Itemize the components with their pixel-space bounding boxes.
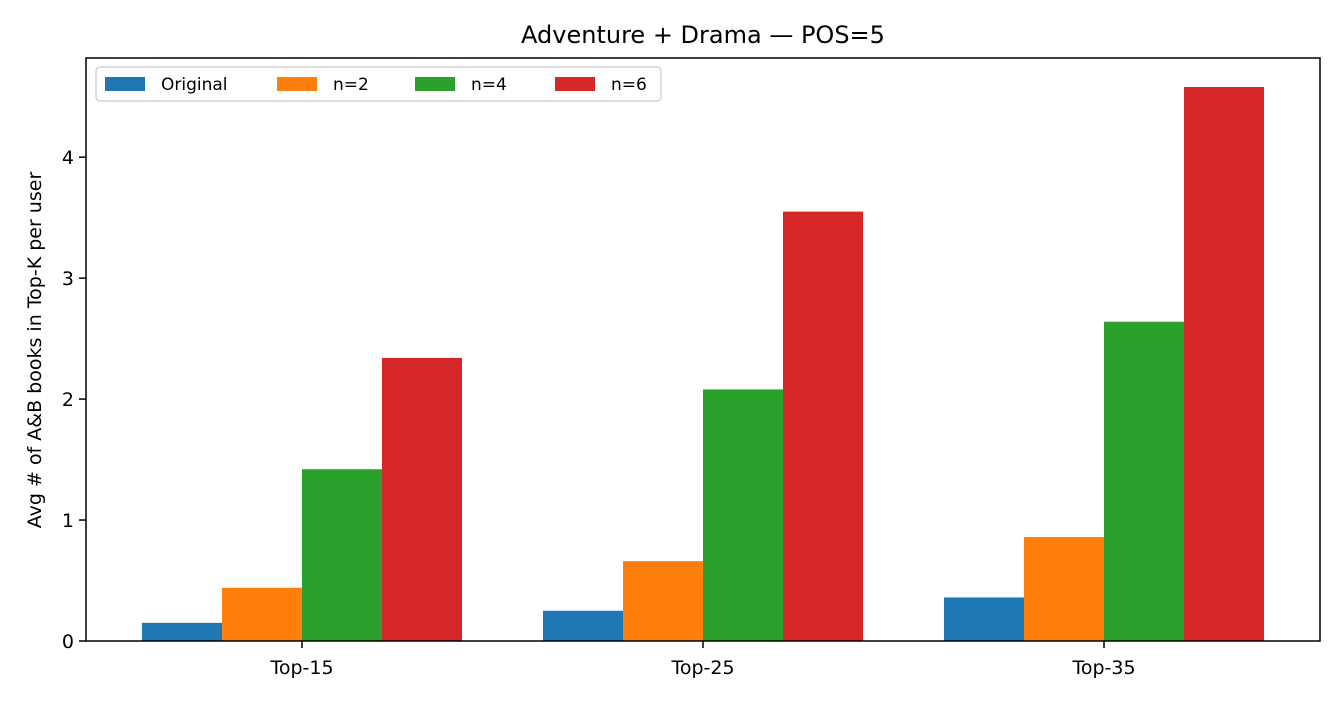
legend-label: Original xyxy=(161,75,228,95)
bar-n2-top-25 xyxy=(623,561,703,641)
bar-n6-top-35 xyxy=(1184,87,1264,641)
y-tick-label: 2 xyxy=(62,389,74,411)
legend-label: n=6 xyxy=(611,75,647,95)
y-axis-label: Avg # of A&B books in Top-K per user xyxy=(24,172,46,529)
y-tick-label: 0 xyxy=(62,631,74,653)
legend-swatch-n2 xyxy=(277,77,317,91)
y-axis: 0 1 2 3 4 xyxy=(62,147,86,653)
x-axis: Top-15 Top-25 Top-35 xyxy=(269,641,1136,679)
legend-box xyxy=(95,66,662,102)
y-tick-label: 1 xyxy=(62,510,74,532)
bar-n6-top-15 xyxy=(382,357,462,641)
bar-n4-top-15 xyxy=(302,469,382,641)
bar-original-top-15 xyxy=(142,622,222,641)
bars-layer xyxy=(142,87,1264,641)
y-tick-label: 4 xyxy=(62,147,74,169)
chart-title: Adventure + Drama — POS=5 xyxy=(521,21,885,49)
y-tick-label: 3 xyxy=(62,268,74,290)
bar-original-top-25 xyxy=(543,610,623,641)
bar-n4-top-25 xyxy=(703,389,783,641)
legend-swatch-original xyxy=(105,77,145,91)
bar-original-top-35 xyxy=(944,597,1024,641)
legend-label: n=2 xyxy=(333,75,369,95)
legend-swatch-n4 xyxy=(415,77,455,91)
x-tick-label: Top-35 xyxy=(1071,657,1135,679)
x-tick-label: Top-15 xyxy=(269,657,333,679)
bar-n2-top-15 xyxy=(222,587,302,641)
legend: Original n=2 n=4 n=6 xyxy=(95,66,662,102)
legend-swatch-n6 xyxy=(555,77,595,91)
bar-n6-top-25 xyxy=(783,211,863,641)
x-tick-label: Top-25 xyxy=(670,657,734,679)
bar-n2-top-35 xyxy=(1024,536,1104,641)
bar-n4-top-35 xyxy=(1104,321,1184,641)
legend-label: n=4 xyxy=(471,75,507,95)
